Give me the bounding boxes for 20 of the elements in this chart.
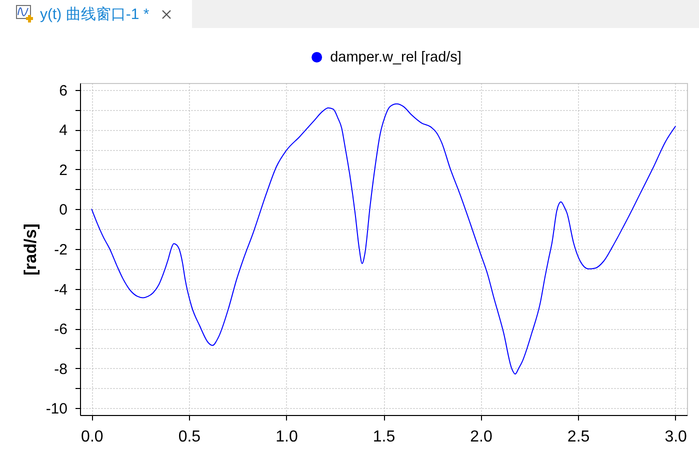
y-tick-label: -4 <box>54 281 68 298</box>
legend-label: damper.w_rel [rad/s] <box>330 49 462 66</box>
x-tick-label: 0.5 <box>178 428 201 446</box>
y-tick-label: -6 <box>54 321 68 338</box>
chart-title: y(t) 曲线窗口-1 * <box>40 5 150 24</box>
x-tick-label: 3.0 <box>664 428 688 446</box>
y-axis-title: [rad/s] <box>20 224 40 276</box>
x-tick-label: 1.0 <box>276 428 298 446</box>
line-series <box>91 103 676 375</box>
y-tick-label: -10 <box>46 400 68 418</box>
y-tick-label: 6 <box>59 82 68 100</box>
x-tick-label: 1.5 <box>372 428 396 446</box>
x-tick-label: 0.0 <box>81 428 104 446</box>
y-tick-label: -8 <box>54 360 68 378</box>
x-tick-label: 2.0 <box>470 428 492 446</box>
y-tick-label: 4 <box>59 122 68 140</box>
y-tick-label: -2 <box>54 242 68 258</box>
x-tick-label: 2.5 <box>567 428 590 446</box>
y-tick-label: 0 <box>59 202 68 219</box>
y-tick-label: 2 <box>59 162 68 179</box>
